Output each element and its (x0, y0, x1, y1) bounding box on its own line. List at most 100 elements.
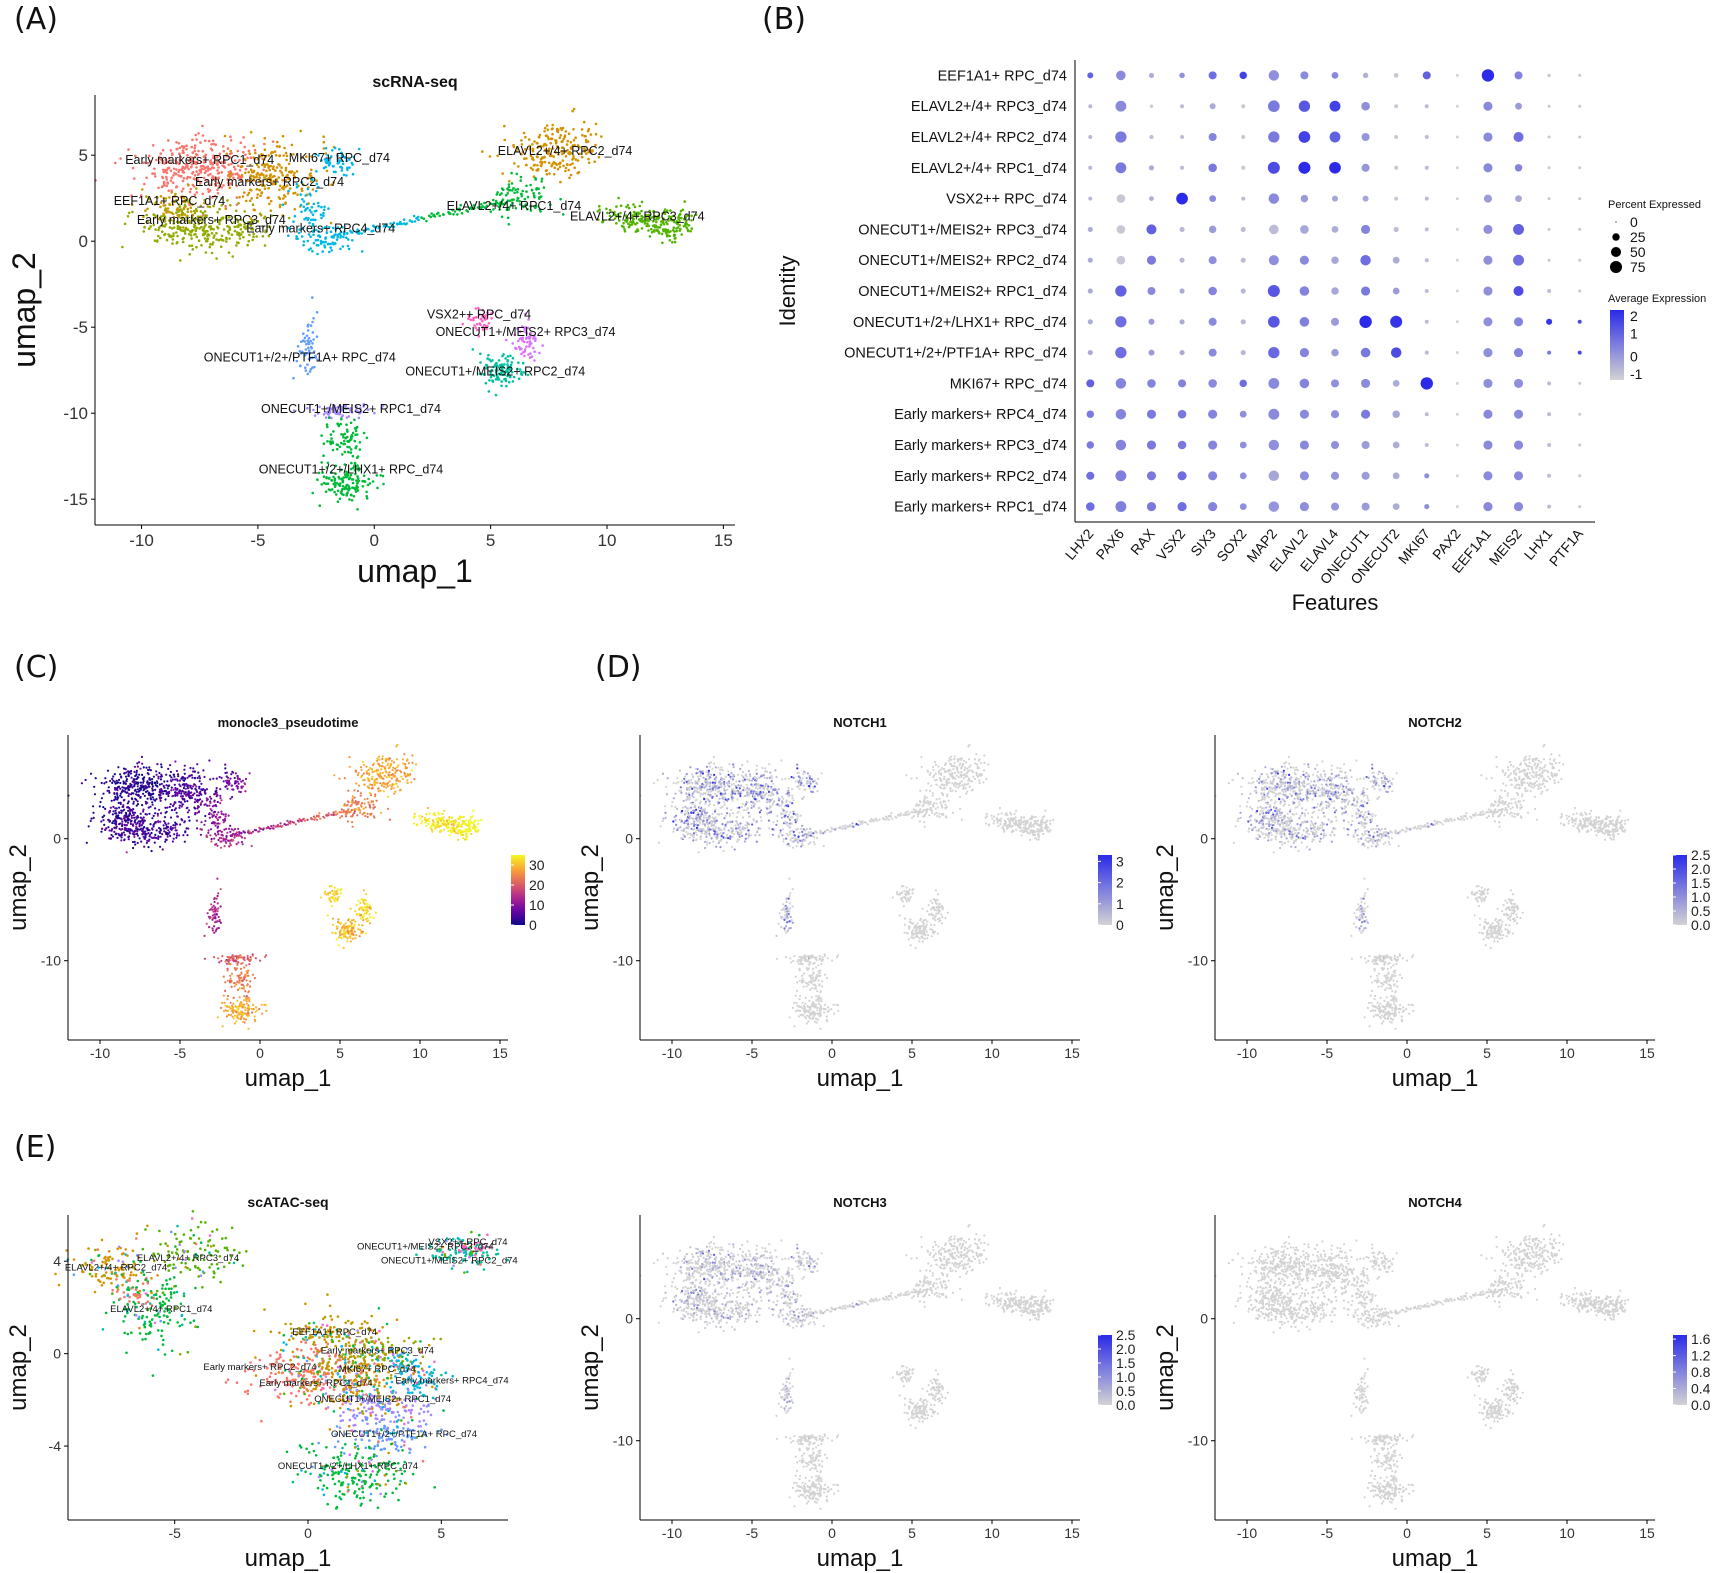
point-C (155, 780, 159, 783)
point-D1 (672, 781, 675, 785)
point-A (211, 176, 214, 179)
point-A (319, 242, 323, 245)
point-C (139, 781, 142, 784)
point-C (390, 774, 393, 777)
x-tick-label-A: -10 (129, 531, 154, 550)
point-C (186, 811, 189, 814)
point-C (239, 954, 242, 957)
point-A (280, 171, 284, 175)
point-A (542, 186, 546, 189)
point-C (151, 785, 154, 788)
point-C (195, 790, 199, 794)
point-C (163, 820, 166, 823)
point-C (338, 811, 341, 814)
point-C (160, 782, 163, 786)
point-C (359, 811, 362, 814)
point-C (358, 923, 361, 927)
point-C (196, 776, 199, 780)
point-A (130, 194, 133, 197)
point-C (151, 778, 154, 781)
point-D1 (670, 805, 673, 808)
point-D1 (665, 785, 668, 788)
point-C (394, 771, 397, 775)
point-A (189, 160, 192, 164)
point-A (293, 171, 296, 175)
point-C (146, 797, 149, 800)
point-C (373, 806, 376, 809)
point-C (465, 830, 468, 834)
panel-letter-c: (C) (14, 650, 59, 685)
point-C (216, 844, 219, 847)
point-C (138, 761, 141, 764)
point-A (191, 151, 194, 154)
point-C (118, 778, 121, 782)
point-A (412, 214, 416, 218)
point-C (221, 1025, 224, 1028)
point-C (441, 812, 444, 815)
point-C (383, 766, 387, 769)
point-A (345, 492, 349, 496)
point-C (184, 787, 187, 790)
point-C (212, 811, 215, 814)
point-A (669, 230, 672, 233)
point-C (105, 781, 108, 784)
point-C (332, 811, 335, 814)
point-A (181, 149, 185, 152)
point-C (316, 818, 319, 821)
point-C (372, 815, 375, 818)
point-C (207, 829, 210, 832)
point-A (568, 176, 571, 180)
point-C (126, 821, 130, 824)
point-C (236, 784, 239, 788)
point-C (440, 817, 443, 820)
point-C (124, 768, 127, 771)
point-A (226, 178, 229, 181)
point-A (686, 228, 690, 232)
point-C (347, 801, 350, 804)
point-A (181, 179, 185, 183)
point-C (262, 827, 265, 830)
point-C (141, 804, 144, 807)
point-D1 (694, 786, 698, 789)
point-C (109, 779, 112, 783)
point-D1 (681, 779, 684, 783)
point-C (376, 768, 379, 771)
point-A (215, 231, 218, 235)
point-C (356, 773, 359, 777)
point-C (174, 760, 177, 763)
point-A (229, 149, 232, 153)
point-C (166, 780, 169, 783)
point-C (228, 827, 231, 831)
point-A (196, 173, 200, 176)
point-C (172, 773, 175, 776)
point-C (255, 1009, 259, 1012)
point-C (362, 807, 365, 810)
point-C (136, 762, 139, 765)
point-A (559, 127, 563, 130)
point-C (311, 818, 314, 821)
point-C (339, 934, 342, 937)
point-C (189, 794, 192, 798)
point-C (217, 838, 220, 842)
point-A (513, 162, 516, 165)
point-C (167, 822, 170, 825)
point-A (674, 236, 677, 240)
point-A (222, 228, 226, 231)
x-tick-label-C: 10 (412, 1045, 428, 1061)
point-C (372, 916, 375, 920)
point-A (179, 158, 182, 162)
point-A (553, 166, 556, 169)
point-A (222, 239, 225, 242)
point-A (638, 204, 642, 208)
point-A (241, 195, 245, 198)
point-A (491, 379, 494, 382)
point-C (346, 937, 349, 940)
point-C (392, 787, 395, 790)
point-C (118, 823, 121, 826)
point-C (237, 1017, 240, 1020)
point-A (193, 177, 197, 181)
point-C (131, 798, 134, 801)
point-C (131, 823, 135, 826)
point-C (202, 769, 205, 772)
point-A (211, 163, 214, 166)
